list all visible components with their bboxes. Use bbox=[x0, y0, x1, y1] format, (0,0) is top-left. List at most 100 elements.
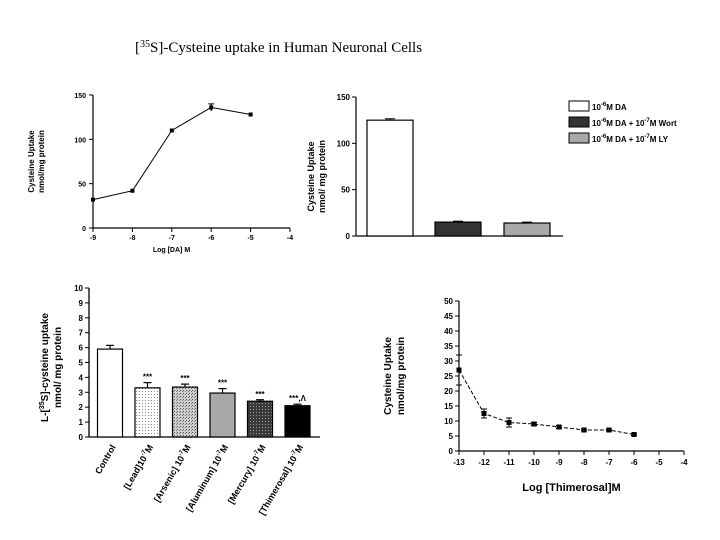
x-axis-label: Log [Thimerosal]M bbox=[522, 482, 620, 494]
legend-label: 10-6M DA bbox=[592, 102, 627, 112]
y-axis-label-line2: nmol/mg protein bbox=[37, 130, 46, 193]
x-tick-label-text: M bbox=[180, 443, 192, 454]
metals-bar-chart: 0 1 2 3 4 5 6 7 8 9 10 L-[35S]-cysteine uptake nmol/… bbox=[39, 284, 320, 517]
y-tick-label: 30 bbox=[444, 357, 453, 366]
y-tick-label: 50 bbox=[341, 186, 350, 195]
data-point bbox=[481, 411, 487, 416]
dose-response-chart: 0 50 100 150 -9 -8 -7 -6 -5 -4 Log [DA] M Cysteine … bbox=[27, 93, 293, 254]
x-tick-label-text: M bbox=[143, 443, 155, 454]
x-tick-label: -5 bbox=[247, 235, 253, 242]
y-axis-label-line1: L-[ bbox=[40, 409, 51, 422]
x-tick-label-sup: -7 bbox=[290, 449, 298, 457]
x-tick-label-sup: -7 bbox=[178, 449, 186, 457]
y-tick-label: 1 bbox=[79, 418, 84, 427]
legend-text: 10 bbox=[592, 119, 601, 128]
x-tick-label: -9 bbox=[90, 235, 96, 242]
x-tick-label: -7 bbox=[605, 458, 613, 467]
legend-text: M DA + 10 bbox=[606, 119, 645, 128]
y-tick-label: 45 bbox=[444, 312, 453, 321]
y-tick-label: 25 bbox=[444, 372, 453, 381]
x-tick-label-text: M bbox=[218, 443, 230, 454]
bar bbox=[503, 222, 551, 237]
x-tick-label-text: [Mercury] 10 bbox=[226, 454, 261, 505]
x-tick-label-sup: -7 bbox=[215, 449, 223, 457]
y-axis-label: Cysteine Uptakenmol/ mg protein bbox=[306, 140, 327, 213]
inhibitor-bar-chart: 0 50 100 150 Cysteine Uptakenmol/ mg protein… bbox=[306, 93, 677, 241]
y-axis-label-line2: nmol/mg protein bbox=[396, 337, 407, 415]
y-tick-label: 8 bbox=[79, 314, 84, 323]
x-tick-label: -13 bbox=[453, 458, 465, 467]
x-tick-label: -5 bbox=[655, 458, 663, 467]
x-tick-label-text: [Lead]10 bbox=[122, 454, 149, 491]
x-tick-label-text: M bbox=[293, 443, 305, 454]
data-point bbox=[556, 424, 562, 430]
legend-text: M DA bbox=[606, 103, 627, 112]
bar bbox=[366, 119, 414, 237]
y-tick-label: 6 bbox=[79, 344, 84, 353]
data-point bbox=[606, 427, 612, 433]
legend-text: M LY bbox=[650, 135, 669, 144]
y-tick-label: 100 bbox=[337, 139, 351, 148]
x-tick-label-sup: -7 bbox=[253, 449, 261, 457]
y-tick-label: 50 bbox=[78, 182, 86, 189]
data-point bbox=[248, 112, 253, 117]
x-tick-label-text: Control bbox=[93, 443, 118, 476]
y-tick-label: 9 bbox=[79, 299, 84, 308]
y-tick-label: 0 bbox=[449, 447, 454, 456]
data-point bbox=[209, 105, 214, 110]
significance-label: *** bbox=[255, 390, 265, 399]
y-tick-label: 40 bbox=[444, 327, 453, 336]
y-tick-label: 100 bbox=[74, 137, 86, 144]
x-tick-label-text: [Arsenic] 10 bbox=[152, 454, 186, 504]
y-tick-label: 0 bbox=[82, 226, 86, 233]
thimerosal-dose-chart: 0 5 10 15 20 25 30 35 40 45 50 -13 -12 -11 -10 -9 -8 -7 -6… bbox=[383, 297, 688, 494]
page-title: [35S]-Cysteine uptake in Human Neuronal … bbox=[135, 39, 422, 56]
y-axis-label-line1: Cysteine Uptake bbox=[306, 141, 316, 211]
x-tick-label: -12 bbox=[478, 458, 490, 467]
significance-label: *** bbox=[180, 374, 190, 383]
y-tick-label: 15 bbox=[444, 402, 453, 411]
legend-label: 10-6M DA + 10-7M Wort bbox=[592, 118, 677, 128]
y-axis-label: Cysteine Uptakenmol/mg protein bbox=[27, 130, 46, 193]
x-tick-label-text: [Aluminum] 10 bbox=[184, 454, 224, 513]
y-axis-label-sup: 35 bbox=[39, 401, 46, 409]
x-tick-label: -9 bbox=[555, 458, 563, 467]
legend-swatch bbox=[568, 132, 590, 144]
y-tick-label: 50 bbox=[444, 297, 453, 306]
legend-label: 10-6M DA + 10-7M LY bbox=[592, 134, 669, 144]
x-tick-label: -8 bbox=[129, 235, 135, 242]
data-point bbox=[581, 427, 587, 433]
y-tick-label: 7 bbox=[79, 329, 84, 338]
data-point bbox=[91, 197, 95, 202]
legend-swatch bbox=[568, 116, 590, 128]
y-axis-label-line2: nmol/ mg protein bbox=[317, 140, 327, 213]
data-point bbox=[506, 420, 512, 425]
x-tick-label: -11 bbox=[503, 458, 515, 467]
data-point bbox=[456, 367, 462, 373]
x-tick-label: [Arsenic] 10-7M bbox=[152, 443, 193, 504]
legend-sup: -6 bbox=[601, 118, 607, 124]
y-tick-label: 4 bbox=[79, 373, 84, 382]
y-tick-label: 35 bbox=[444, 342, 453, 351]
series-line bbox=[92, 106, 251, 201]
legend-text: 10 bbox=[592, 103, 601, 112]
legend-text: M DA + 10 bbox=[606, 135, 645, 144]
data-point bbox=[130, 188, 135, 193]
bar bbox=[96, 348, 124, 438]
legend-sup: -6 bbox=[601, 102, 607, 108]
y-tick-label: 150 bbox=[337, 93, 351, 102]
bar bbox=[434, 221, 482, 237]
bar bbox=[209, 392, 236, 438]
x-tick-label: -6 bbox=[208, 235, 214, 242]
x-tick-label: Control bbox=[93, 443, 118, 476]
significance-label: *** bbox=[218, 379, 228, 388]
y-tick-label: 10 bbox=[444, 417, 453, 426]
x-tick-label-text: [Thimerosal] 10 bbox=[257, 454, 299, 517]
data-point bbox=[631, 432, 637, 437]
x-tick-label: -4 bbox=[287, 235, 293, 242]
bar bbox=[134, 387, 161, 438]
x-tick-label: [Aluminum] 10-7M bbox=[184, 443, 230, 513]
significance-label: ***,Λ bbox=[289, 394, 307, 403]
